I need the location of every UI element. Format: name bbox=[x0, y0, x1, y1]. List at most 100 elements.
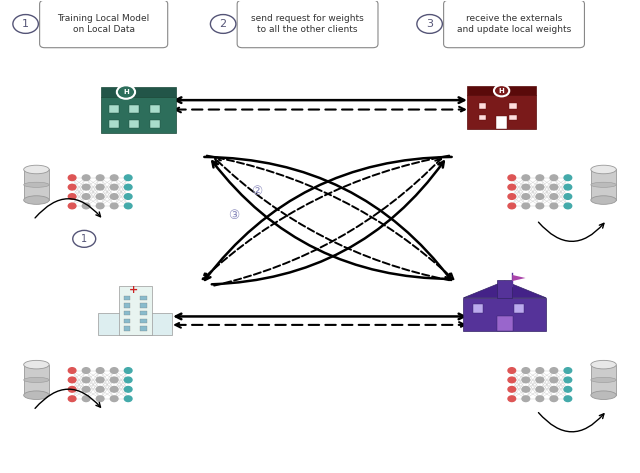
FancyBboxPatch shape bbox=[237, 0, 378, 48]
Circle shape bbox=[508, 184, 516, 190]
Circle shape bbox=[536, 184, 543, 190]
Circle shape bbox=[97, 175, 104, 181]
Bar bbox=[129, 105, 140, 113]
Circle shape bbox=[536, 377, 543, 383]
Circle shape bbox=[564, 203, 572, 209]
Circle shape bbox=[68, 377, 76, 383]
Circle shape bbox=[522, 194, 530, 199]
Circle shape bbox=[508, 396, 516, 402]
Text: 1: 1 bbox=[81, 234, 87, 244]
Polygon shape bbox=[98, 313, 173, 334]
Circle shape bbox=[83, 377, 90, 383]
Circle shape bbox=[97, 203, 104, 209]
Ellipse shape bbox=[24, 182, 49, 187]
FancyBboxPatch shape bbox=[444, 0, 584, 48]
Ellipse shape bbox=[591, 196, 616, 204]
Circle shape bbox=[564, 184, 572, 190]
Circle shape bbox=[550, 377, 557, 383]
Circle shape bbox=[83, 368, 90, 373]
Circle shape bbox=[124, 386, 132, 392]
Text: ③: ③ bbox=[228, 209, 239, 222]
FancyArrowPatch shape bbox=[205, 157, 452, 280]
Bar bbox=[473, 304, 483, 313]
Circle shape bbox=[550, 184, 557, 190]
Circle shape bbox=[508, 377, 516, 383]
Circle shape bbox=[110, 194, 118, 199]
Circle shape bbox=[68, 175, 76, 181]
Circle shape bbox=[522, 203, 530, 209]
Circle shape bbox=[68, 184, 76, 190]
FancyArrowPatch shape bbox=[207, 156, 453, 279]
Bar bbox=[479, 115, 486, 120]
Bar bbox=[497, 316, 513, 332]
Bar bbox=[479, 104, 486, 109]
FancyBboxPatch shape bbox=[40, 0, 168, 48]
Circle shape bbox=[508, 203, 516, 209]
Circle shape bbox=[97, 377, 104, 383]
Circle shape bbox=[97, 396, 104, 402]
Text: H: H bbox=[123, 89, 129, 95]
Circle shape bbox=[124, 203, 132, 209]
Circle shape bbox=[124, 396, 132, 402]
Bar bbox=[140, 296, 147, 300]
Circle shape bbox=[68, 368, 76, 373]
Bar bbox=[124, 326, 130, 331]
Circle shape bbox=[522, 386, 530, 392]
Circle shape bbox=[494, 85, 509, 96]
Text: ②: ② bbox=[251, 185, 262, 198]
Ellipse shape bbox=[24, 377, 49, 383]
Circle shape bbox=[83, 396, 90, 402]
Circle shape bbox=[522, 184, 530, 190]
Circle shape bbox=[117, 85, 135, 99]
Circle shape bbox=[522, 368, 530, 373]
Circle shape bbox=[83, 175, 90, 181]
Ellipse shape bbox=[24, 196, 49, 204]
Circle shape bbox=[550, 203, 557, 209]
Circle shape bbox=[550, 175, 557, 181]
Bar bbox=[24, 365, 49, 395]
Circle shape bbox=[536, 396, 543, 402]
Ellipse shape bbox=[591, 182, 616, 187]
Circle shape bbox=[68, 386, 76, 392]
Text: send request for weights
to all the other clients: send request for weights to all the othe… bbox=[251, 14, 364, 34]
Ellipse shape bbox=[591, 377, 616, 383]
Bar bbox=[515, 304, 524, 313]
Circle shape bbox=[522, 377, 530, 383]
Bar bbox=[509, 104, 517, 109]
FancyArrowPatch shape bbox=[214, 158, 441, 286]
Bar bbox=[124, 311, 130, 315]
Circle shape bbox=[536, 203, 543, 209]
FancyArrowPatch shape bbox=[212, 161, 452, 279]
Ellipse shape bbox=[591, 391, 616, 400]
Circle shape bbox=[68, 203, 76, 209]
Circle shape bbox=[97, 194, 104, 199]
Ellipse shape bbox=[591, 360, 616, 369]
Text: receive the externals
and update local weights: receive the externals and update local w… bbox=[457, 14, 571, 34]
Bar bbox=[124, 303, 130, 307]
Circle shape bbox=[110, 203, 118, 209]
Circle shape bbox=[550, 386, 557, 392]
Circle shape bbox=[550, 194, 557, 199]
Bar bbox=[129, 121, 140, 128]
Bar bbox=[509, 115, 517, 120]
Ellipse shape bbox=[591, 165, 616, 174]
Circle shape bbox=[83, 386, 90, 392]
Circle shape bbox=[97, 184, 104, 190]
Circle shape bbox=[83, 194, 90, 199]
Circle shape bbox=[124, 194, 132, 199]
Polygon shape bbox=[512, 275, 525, 281]
Text: Training Local Model
on Local Data: Training Local Model on Local Data bbox=[58, 14, 150, 34]
Circle shape bbox=[110, 377, 118, 383]
Circle shape bbox=[564, 396, 572, 402]
Text: +: + bbox=[129, 285, 138, 295]
Circle shape bbox=[68, 396, 76, 402]
Bar bbox=[109, 121, 118, 128]
Bar bbox=[124, 296, 130, 300]
Bar bbox=[496, 116, 508, 129]
Polygon shape bbox=[463, 281, 546, 298]
Circle shape bbox=[110, 184, 118, 190]
Polygon shape bbox=[101, 96, 175, 133]
Text: 3: 3 bbox=[426, 19, 433, 29]
Circle shape bbox=[508, 194, 516, 199]
Circle shape bbox=[110, 368, 118, 373]
